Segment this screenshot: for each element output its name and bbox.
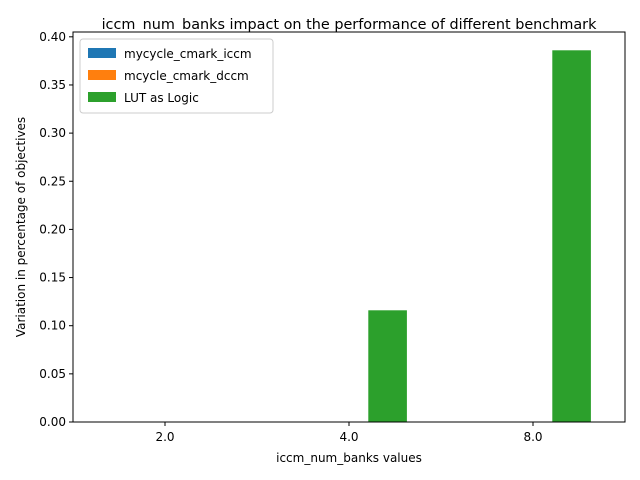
y-axis: 0.00 0.05 0.10 0.15 0.20 0.25 0.30 0.35 0.40 [39,30,73,429]
legend-swatch [88,92,116,102]
y-tick-label: 0.00 [39,415,66,429]
y-tick-label: 0.05 [39,367,66,381]
y-tick-label: 0.35 [39,78,66,92]
bar-lut-as-logic-2 [552,50,591,422]
bar-lut-as-logic-1 [368,310,407,422]
legend-label: LUT as Logic [124,91,199,105]
y-tick-label: 0.25 [39,174,66,188]
x-tick-label: 8.0 [523,430,542,444]
y-tick-label: 0.20 [39,222,66,236]
bars-group [368,50,591,422]
legend: mycycle_cmark_iccm mcycle_cmark_dccm LUT a… [79,38,274,114]
y-tick-label: 0.15 [39,271,66,285]
y-axis-label: Variation in percentage of objectives [14,117,28,337]
x-axis: 2.0 4.0 8.0 [155,422,543,444]
y-tick-label: 0.30 [39,126,66,140]
x-axis-label: iccm_num_banks values [276,451,422,465]
legend-box [79,38,274,114]
y-tick-label: 0.10 [39,319,66,333]
chart-title: iccm_num_banks impact on the performance… [102,17,598,33]
legend-swatch [88,70,116,80]
y-tick-label: 0.40 [39,30,66,44]
legend-swatch [88,48,116,58]
x-tick-label: 4.0 [339,430,358,444]
legend-label: mcycle_cmark_dccm [124,69,249,83]
legend-label: mycycle_cmark_iccm [124,47,252,61]
x-tick-label: 2.0 [155,430,174,444]
